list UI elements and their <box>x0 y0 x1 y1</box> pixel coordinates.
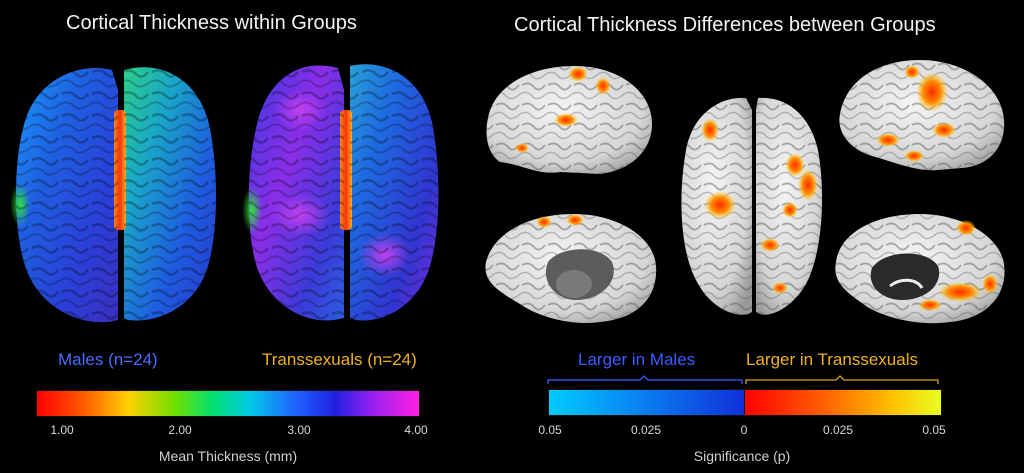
lateral-brain-left <box>486 66 652 174</box>
top-brain-center <box>681 97 823 315</box>
significance-tick: 0.025 <box>630 423 662 437</box>
significance-axis-label: Significance (p) <box>693 448 791 464</box>
larger-in-transsexuals-label: Larger in Transsexuals <box>746 350 918 369</box>
thickness-tick: 2.00 <box>168 423 192 437</box>
thickness-axis-label: Mean Thickness (mm) <box>158 448 298 464</box>
males-label: Males (n=24) <box>58 350 158 369</box>
right-panel-title: Cortical Thickness Differences between G… <box>514 14 936 36</box>
medial-brain-left <box>485 214 657 324</box>
males-brace <box>547 375 743 384</box>
transsexuals-label: Transsexuals (n=24) <box>262 350 417 369</box>
significance-tick: 0.025 <box>822 423 854 437</box>
significance-tick: 0.05 <box>922 423 946 437</box>
males-brain <box>10 67 217 323</box>
thickness-tick: 1.00 <box>50 423 74 437</box>
thickness-tick: 3.00 <box>287 423 311 437</box>
lateral-brain-right <box>839 60 1005 171</box>
transsexuals-brain <box>242 64 439 321</box>
significance-tick: 0.05 <box>538 423 562 437</box>
significance-tick: 0 <box>740 423 748 437</box>
larger-in-males-label: Larger in Males <box>578 350 696 369</box>
thickness-tick: 4.00 <box>404 423 428 437</box>
transsexuals-brace <box>745 375 939 384</box>
significance-colorbar-males <box>548 389 745 416</box>
thickness-colorbar <box>36 390 420 417</box>
significance-colorbar-transsexuals <box>744 389 942 416</box>
left-panel-title: Cortical Thickness within Groups <box>66 12 357 34</box>
medial-brain-right <box>835 214 1005 324</box>
